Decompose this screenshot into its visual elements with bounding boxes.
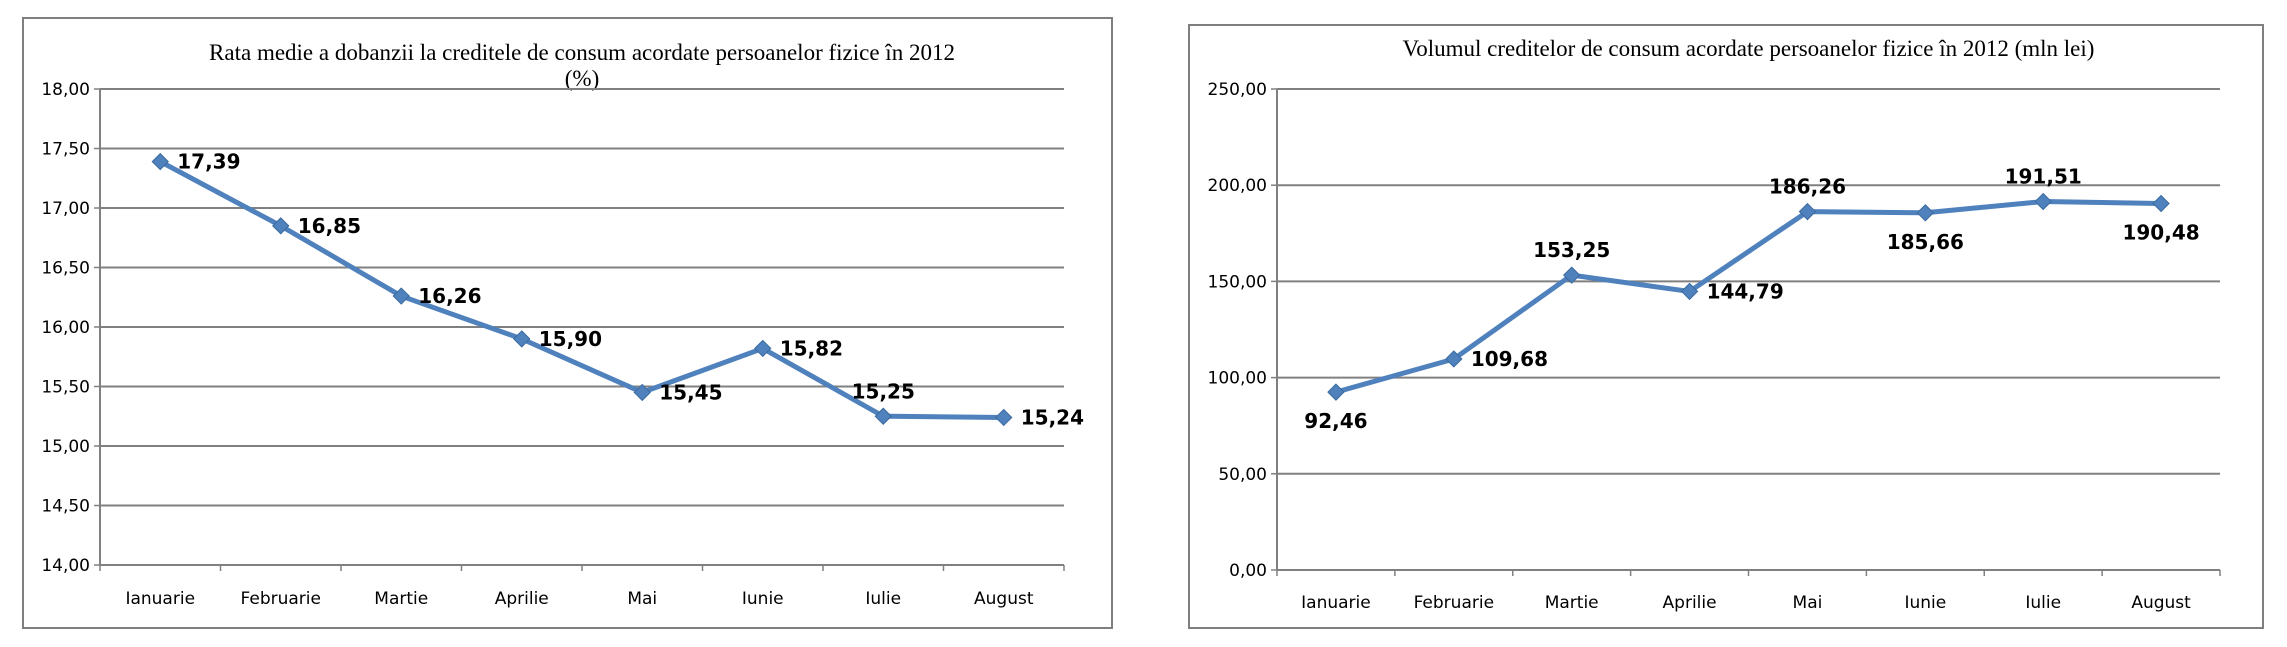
x-tick-label: Ianuarie (125, 589, 195, 609)
data-point-marker (151, 152, 169, 171)
x-tick-label: Ianuarie (1301, 593, 1371, 613)
y-tick-label: 16,50 (41, 259, 90, 279)
x-tick-label: Iulie (865, 589, 901, 609)
data-point-marker (874, 407, 892, 425)
y-tick-label: 100,00 (1208, 369, 1267, 389)
y-tick-label: 0,00 (1229, 561, 1267, 581)
x-tick-label: Aprilie (495, 589, 549, 609)
data-point-marker (2034, 192, 2052, 211)
data-label: 92,46 (1304, 409, 1367, 433)
x-tick-label: Mai (1793, 593, 1823, 613)
y-tick-label: 150,00 (1208, 272, 1267, 292)
data-point-marker (1327, 383, 1345, 401)
data-point-marker (1680, 282, 1699, 301)
chart-title: Volumul creditelor de consum acordate pe… (1403, 36, 2095, 61)
y-tick-label: 250,00 (1208, 80, 1267, 100)
x-tick-label: August (2131, 593, 2191, 613)
data-label: 186,26 (1769, 175, 1846, 199)
x-tick-label: August (974, 589, 1034, 609)
chart-title: Rata medie a dobanzii la creditele de co… (209, 40, 955, 65)
y-tick-label: 15,00 (41, 437, 90, 457)
data-label: 185,66 (1887, 230, 1964, 254)
data-label: 15,82 (780, 336, 843, 360)
series-line (159, 159, 1004, 420)
data-label: 16,26 (418, 284, 481, 308)
data-label: 15,24 (1021, 405, 1084, 429)
data-point-marker (1916, 204, 1935, 222)
y-tick-label: 14,50 (41, 497, 90, 517)
data-point-marker (1798, 202, 1817, 221)
interest-rate-chart: Rata medie a dobanzii la creditele de co… (22, 17, 1113, 629)
y-tick-label: 15,50 (41, 378, 90, 398)
y-tick-label: 200,00 (1208, 176, 1267, 196)
x-tick-label: Februarie (241, 589, 321, 609)
data-label: 16,85 (298, 214, 361, 238)
series-line (1335, 199, 2162, 395)
data-point-marker (633, 383, 651, 402)
interest-rate-chart-svg: Rata medie a dobanzii la creditele de co… (41, 40, 1084, 609)
y-tick-label: 16,00 (41, 318, 90, 338)
credit-volume-chart-svg: Volumul creditelor de consum acordate pe… (1208, 36, 2221, 613)
x-tick-label: Martie (1545, 593, 1599, 613)
data-point-marker (1445, 350, 1463, 368)
data-point-marker (513, 330, 531, 348)
y-tick-label: 18,00 (41, 80, 90, 100)
x-tick-label: Iunie (1904, 593, 1946, 613)
data-label: 190,48 (2122, 221, 2199, 245)
y-tick-label: 17,00 (41, 199, 90, 219)
y-tick-label: 17,50 (41, 140, 90, 160)
data-point-marker (754, 339, 772, 358)
chart-subtitle: (%) (565, 66, 599, 91)
x-tick-label: Martie (374, 589, 428, 609)
data-point-marker (272, 217, 290, 235)
y-tick-label: 50,00 (1218, 465, 1267, 485)
data-point-marker (1562, 266, 1581, 284)
data-label: 17,39 (177, 150, 240, 174)
data-label: 109,68 (1471, 347, 1548, 371)
x-tick-label: Iulie (2025, 593, 2061, 613)
data-point-marker (2152, 194, 2170, 213)
data-label: 144,79 (1707, 279, 1784, 303)
x-tick-label: Februarie (1414, 593, 1494, 613)
data-label: 191,51 (2005, 165, 2082, 189)
data-label: 15,25 (852, 379, 915, 403)
data-label: 153,25 (1533, 238, 1610, 262)
data-label: 15,45 (659, 380, 722, 404)
data-point-marker (995, 408, 1013, 427)
x-tick-label: Iunie (742, 589, 784, 609)
x-tick-label: Aprilie (1663, 593, 1717, 613)
x-tick-label: Mai (627, 589, 657, 609)
data-label: 15,90 (539, 327, 602, 351)
data-point-marker (392, 287, 410, 305)
y-tick-label: 14,00 (41, 556, 90, 576)
credit-volume-chart: Volumul creditelor de consum acordate pe… (1188, 24, 2264, 629)
